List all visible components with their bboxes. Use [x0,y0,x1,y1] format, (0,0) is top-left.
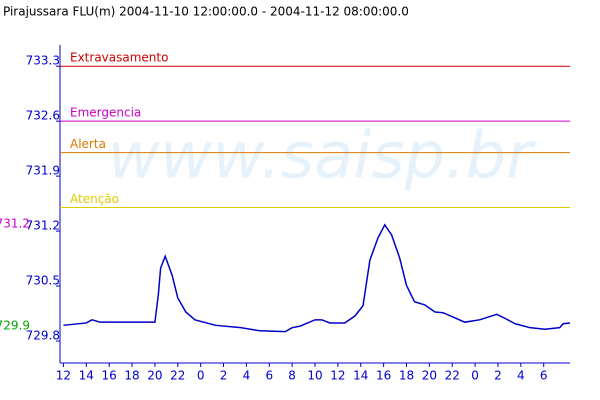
x-tick-label: 16 [102,369,117,383]
x-tick-label: 22 [445,369,460,383]
max-value-label: 731.2 [0,217,30,231]
watermark: www.saisp.br [108,120,537,194]
y-tick-label: 733.3 [26,54,60,68]
x-tick-label: 2 [494,369,502,383]
x-tick-label: 18 [124,369,139,383]
y-tick-label: 732.6 [26,109,60,123]
x-tick-label: 20 [422,369,437,383]
y-tick-label: 729.8 [26,329,60,343]
x-tick-label: 10 [307,369,322,383]
x-tick-label: 20 [147,369,162,383]
x-tick-label: 22 [170,369,185,383]
x-tick-label: 4 [243,369,251,383]
x-tick-label: 6 [540,369,548,383]
x-tick-label: 6 [265,369,273,383]
threshold-label: Emergencia [70,106,141,120]
x-tick-label: 14 [79,369,94,383]
threshold-label: Atenção [70,192,119,206]
y-tick-label: 731.9 [26,164,60,178]
x-tick-label: 2 [220,369,228,383]
y-tick-label: 730.5 [26,274,60,288]
threshold-label: Extravasamento [70,51,168,65]
min-value-label: 729.9 [0,319,30,333]
x-tick-label: 0 [197,369,205,383]
x-tick-label: 12 [330,369,345,383]
x-tick-label: 16 [376,369,391,383]
data-line [63,223,571,333]
x-tick-label: 8 [288,369,296,383]
x-tick-label: 12 [56,369,71,383]
x-tick-label: 18 [399,369,414,383]
x-tick-label: 0 [471,369,479,383]
chart-title: Pirajussara FLU(m) 2004-11-10 12:00:00.0… [3,5,409,19]
y-tick-label: 731.2 [26,219,60,233]
threshold-label: Alerta [70,137,106,151]
x-tick-label: 4 [517,369,525,383]
x-tick-label: 14 [353,369,368,383]
